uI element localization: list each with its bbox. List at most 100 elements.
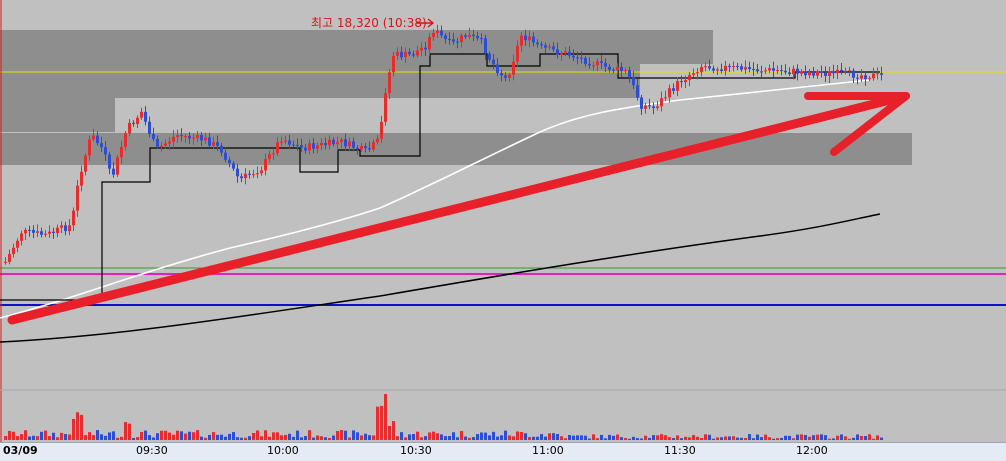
volume-bar (276, 432, 279, 440)
volume-bar (488, 435, 491, 440)
candle-body (620, 66, 623, 72)
candle-body (356, 147, 359, 150)
volume-bar (220, 434, 223, 440)
volume-bar (116, 437, 119, 440)
volume-bar (208, 434, 211, 440)
volume-bar (436, 433, 439, 440)
volume-bar (684, 436, 687, 440)
volume-bar (216, 434, 219, 440)
volume-bar (184, 433, 187, 440)
candle-body (248, 173, 251, 175)
volume-bar (740, 437, 743, 440)
candle-body (832, 71, 835, 74)
candle-body (200, 134, 203, 141)
candle-body (264, 159, 267, 171)
volume-bar (636, 438, 639, 440)
candle-body (80, 171, 83, 186)
volume-bar (688, 437, 691, 440)
volume-bar (376, 406, 379, 440)
volume-bar (660, 434, 663, 440)
candle-body (160, 145, 163, 147)
volume-bar (112, 431, 115, 440)
candle-body (16, 240, 19, 248)
candle-body (412, 54, 415, 56)
volume-bar (272, 432, 275, 440)
volume-bar (440, 434, 443, 440)
volume-bar (164, 430, 167, 440)
candle-body (396, 51, 399, 56)
x-tick-1030: 10:30 (400, 444, 432, 457)
candle-body (152, 134, 155, 140)
volume-bar (380, 405, 383, 440)
candle-body (156, 139, 159, 147)
volume-bar (180, 431, 183, 440)
candle-body (400, 51, 403, 58)
candle-body (816, 71, 819, 76)
candle-body (312, 143, 315, 149)
candle-body (40, 231, 43, 235)
candle-body (176, 135, 179, 137)
volume-bar (880, 437, 883, 440)
candle-body (236, 168, 239, 177)
volume-bar (236, 437, 239, 440)
candle-body (148, 121, 151, 135)
volume-bar (840, 434, 843, 440)
candle-body (136, 117, 139, 124)
candle-body (212, 142, 215, 146)
candle-body (260, 170, 263, 174)
volume-bar (428, 432, 431, 440)
volume-bar (460, 431, 463, 440)
volume-bar (240, 437, 243, 440)
volume-bar (464, 436, 467, 440)
candle-body (424, 47, 427, 50)
volume-bar (200, 436, 203, 440)
volume-bar (648, 437, 651, 440)
candle-body (440, 30, 443, 36)
candle-body (52, 231, 55, 234)
volume-bar (716, 437, 719, 440)
volume-bar (264, 430, 267, 440)
volume-bar (48, 436, 51, 440)
candle-body (76, 185, 79, 211)
candle-body (760, 71, 763, 73)
candle-body (268, 154, 271, 160)
candle-body (864, 75, 867, 80)
volume-bar (72, 418, 75, 440)
volume-bar (628, 438, 631, 440)
volume-bar (856, 434, 859, 440)
volume-bar (876, 435, 879, 440)
volume-bar (720, 437, 723, 440)
volume-bar (812, 435, 815, 440)
candle-body (360, 146, 363, 150)
volume-bar (448, 436, 451, 440)
volume-bar (832, 438, 835, 440)
candle-body (668, 88, 671, 98)
volume-bar (344, 430, 347, 440)
candle-body (852, 70, 855, 78)
candle-body (104, 147, 107, 155)
candle-body (484, 38, 487, 54)
volume-bar (296, 430, 299, 440)
candle-body (800, 71, 803, 74)
candle-body (296, 144, 299, 146)
candle-body (72, 210, 75, 226)
volume-bar (124, 422, 127, 440)
volume-bar (44, 430, 47, 440)
volume-bar (700, 437, 703, 440)
volume-bar (640, 438, 643, 440)
candle-body (712, 68, 715, 71)
volume-bar (776, 438, 779, 440)
candle-body (752, 69, 755, 71)
candle-body (504, 75, 507, 78)
candle-body (848, 70, 851, 72)
volume-bar (864, 436, 867, 440)
volume-bar (580, 435, 583, 440)
volume-bar (100, 434, 103, 440)
volume-bar (756, 434, 759, 440)
volume-bar (16, 436, 19, 440)
volume-bar (824, 435, 827, 440)
volume-bar (288, 433, 291, 440)
x-tick-1130: 11:30 (664, 444, 696, 457)
volume-bar (480, 432, 483, 440)
candle-body (352, 141, 355, 148)
